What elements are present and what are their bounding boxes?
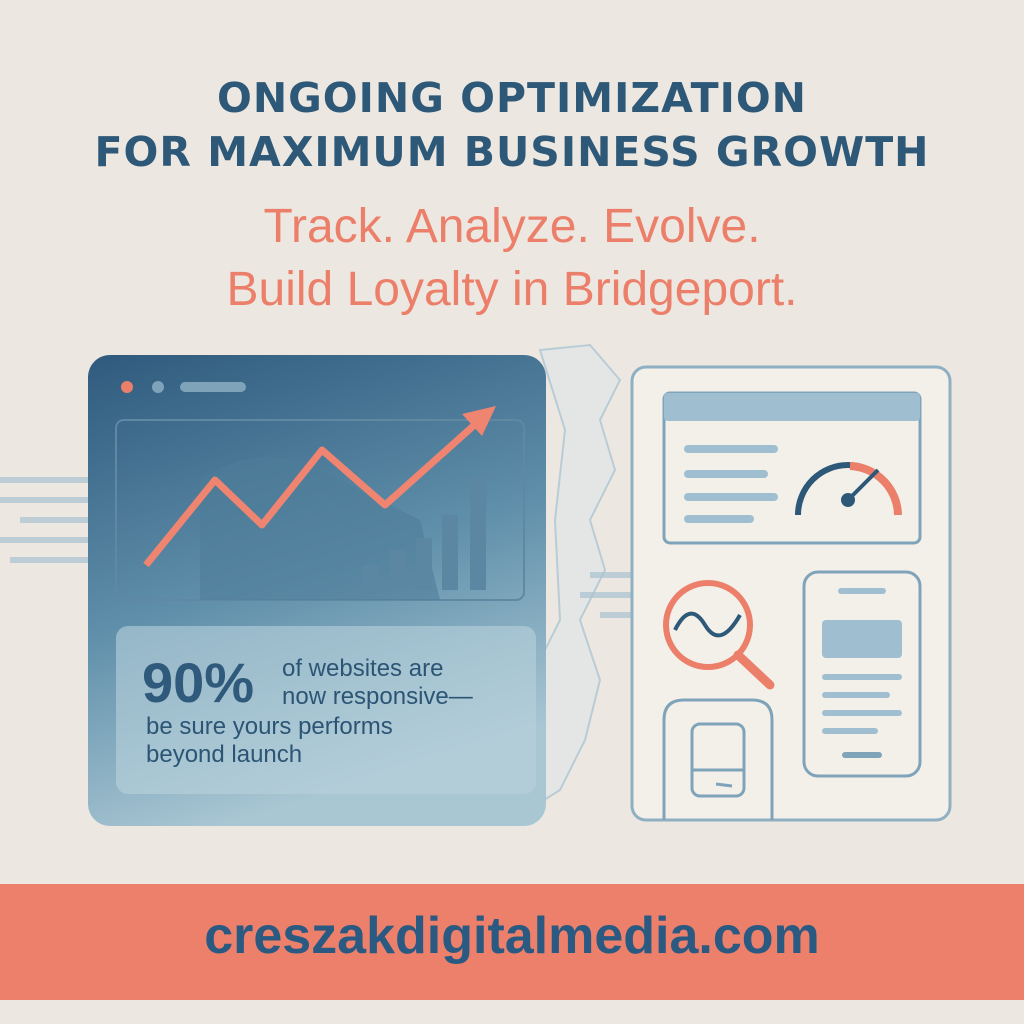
browser-window-icon — [88, 355, 546, 826]
gauge-icon — [795, 462, 902, 516]
stat-card — [116, 626, 536, 794]
website-url[interactable]: creszakdigitalmedia.com — [204, 907, 820, 965]
stat-text-top: of websites are now responsive— — [282, 655, 473, 711]
subtitle-line-2: Build Loyalty in Bridgeport. — [226, 263, 798, 316]
map-outline — [448, 343, 622, 817]
stat-percent: 90% — [142, 651, 255, 714]
footer-banner — [0, 884, 1024, 1000]
magnifier-icon — [663, 580, 775, 690]
tablet-icon — [662, 698, 774, 820]
stat-text-bottom: be sure yours performs beyond launch — [146, 713, 393, 769]
bar-chart-icon — [362, 476, 486, 590]
smartphone-icon — [802, 570, 922, 778]
subtitle-line-1: Track. Analyze. Evolve. — [263, 200, 761, 253]
stat-line-1: of websites are — [282, 655, 444, 682]
stat-line-3: be sure yours performs — [146, 713, 393, 740]
trend-arrow-icon — [143, 417, 483, 568]
title-line-1: ONGOING OPTIMIZATION — [216, 74, 808, 122]
title-line-2: FOR MAXIMUM BUSINESS GROWTH — [94, 128, 930, 176]
device-panel — [630, 365, 952, 822]
stat-line-4: beyond launch — [146, 741, 303, 768]
stat-line-2: now responsive— — [282, 683, 473, 710]
